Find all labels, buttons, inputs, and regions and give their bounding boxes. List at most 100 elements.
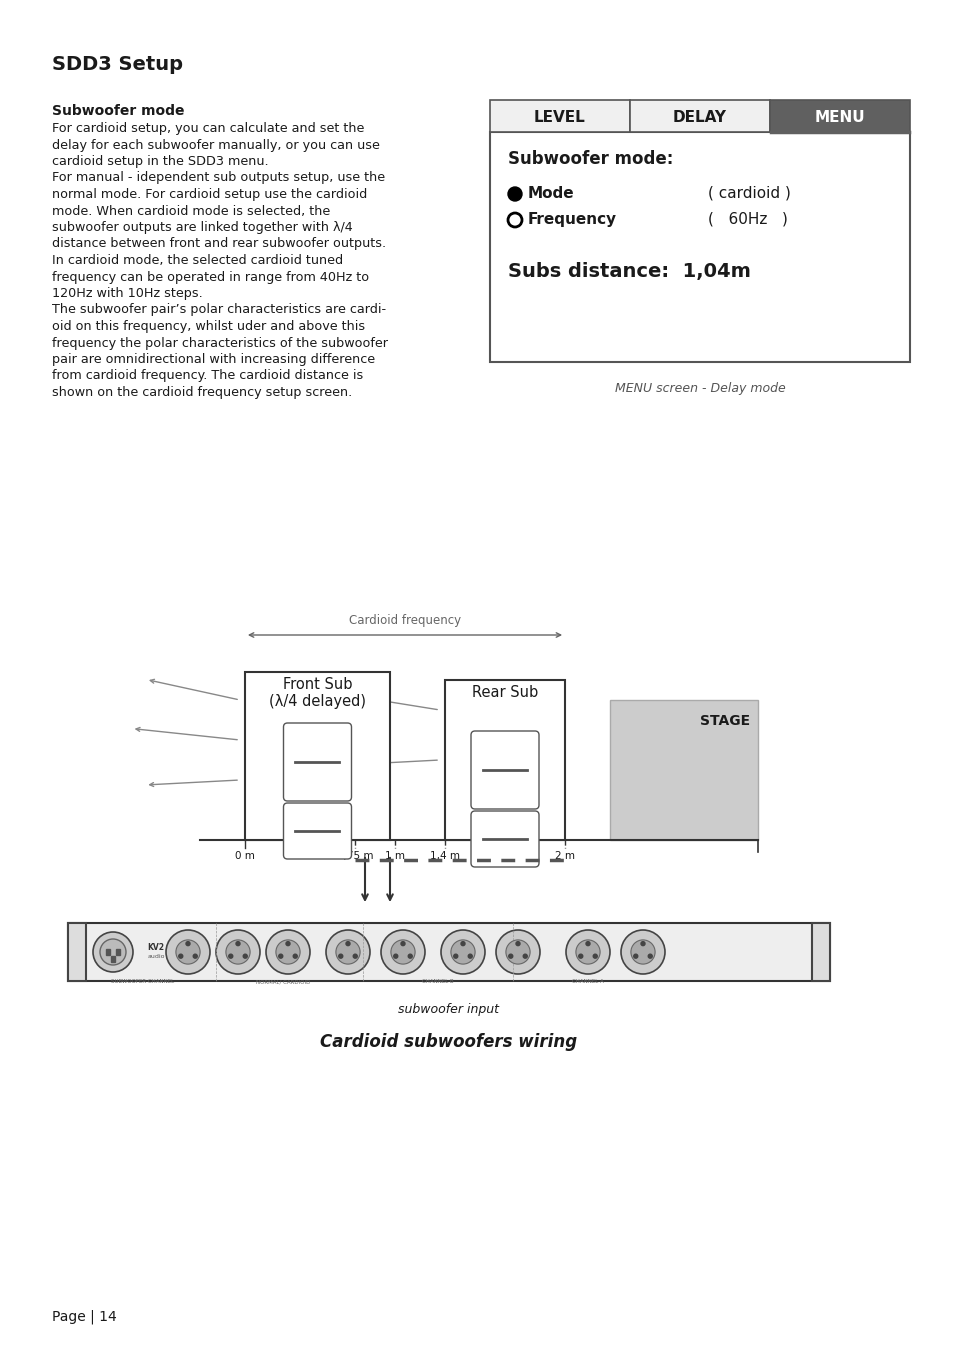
Text: ( cardioid ): ( cardioid ) bbox=[707, 186, 790, 201]
Circle shape bbox=[226, 940, 250, 964]
Text: pair are omnidirectional with increasing difference: pair are omnidirectional with increasing… bbox=[52, 352, 375, 366]
Text: mode. When cardioid mode is selected, the: mode. When cardioid mode is selected, th… bbox=[52, 204, 330, 217]
Text: NORMAL/ CARDIOID: NORMAL/ CARDIOID bbox=[255, 979, 310, 984]
Circle shape bbox=[275, 940, 300, 964]
Text: LEVEL: LEVEL bbox=[534, 109, 585, 124]
Circle shape bbox=[380, 930, 424, 973]
Circle shape bbox=[215, 930, 260, 973]
Bar bbox=[490, 100, 629, 132]
Bar bbox=[68, 923, 86, 981]
Circle shape bbox=[353, 954, 356, 958]
Text: Subs distance:  1,04m: Subs distance: 1,04m bbox=[507, 262, 750, 281]
Text: Front Sub
(λ/4 delayed): Front Sub (λ/4 delayed) bbox=[269, 676, 366, 709]
Text: STAGE: STAGE bbox=[700, 714, 749, 728]
Circle shape bbox=[408, 954, 412, 958]
Circle shape bbox=[100, 940, 126, 965]
Bar bbox=[106, 949, 110, 954]
Circle shape bbox=[565, 930, 609, 973]
FancyBboxPatch shape bbox=[283, 724, 351, 801]
Circle shape bbox=[578, 954, 582, 958]
Text: The subwoofer pair’s polar characteristics are cardi-: The subwoofer pair’s polar characteristi… bbox=[52, 304, 386, 316]
Circle shape bbox=[186, 942, 190, 945]
Circle shape bbox=[394, 954, 397, 958]
Text: DELAY: DELAY bbox=[672, 109, 726, 124]
Text: KV2: KV2 bbox=[148, 942, 164, 952]
Circle shape bbox=[326, 930, 370, 973]
FancyBboxPatch shape bbox=[471, 811, 538, 867]
Text: distance between front and rear subwoofer outputs.: distance between front and rear subwoofe… bbox=[52, 238, 386, 251]
Circle shape bbox=[522, 954, 527, 958]
Text: MENU: MENU bbox=[814, 109, 864, 124]
Bar bbox=[116, 949, 120, 954]
Circle shape bbox=[266, 930, 310, 973]
Circle shape bbox=[346, 942, 350, 945]
Bar bbox=[111, 956, 115, 963]
Text: For manual - idependent sub outputs setup, use the: For manual - idependent sub outputs setu… bbox=[52, 171, 385, 185]
Circle shape bbox=[620, 930, 664, 973]
Text: normal mode. For cardioid setup use the cardioid: normal mode. For cardioid setup use the … bbox=[52, 188, 367, 201]
Text: Frequency: Frequency bbox=[527, 212, 617, 227]
Circle shape bbox=[286, 942, 290, 945]
Circle shape bbox=[576, 940, 599, 964]
Text: Cardioid frequency: Cardioid frequency bbox=[349, 614, 460, 626]
Text: SUBWOOFER CHANNEL: SUBWOOFER CHANNEL bbox=[112, 979, 174, 984]
Text: CHANNEL A: CHANNEL A bbox=[572, 979, 603, 984]
Circle shape bbox=[454, 954, 457, 958]
Circle shape bbox=[166, 930, 210, 973]
Circle shape bbox=[335, 940, 359, 964]
Text: 0 m: 0 m bbox=[234, 850, 254, 861]
Bar bbox=[68, 923, 829, 981]
Text: Page | 14: Page | 14 bbox=[52, 1310, 116, 1324]
Bar bbox=[769, 100, 909, 132]
Text: Cardioid subwoofers wiring: Cardioid subwoofers wiring bbox=[320, 1033, 577, 1052]
Text: MENU screen - Delay mode: MENU screen - Delay mode bbox=[614, 382, 784, 396]
Circle shape bbox=[633, 954, 638, 958]
Bar bbox=[629, 100, 769, 132]
Text: 1,4 m: 1,4 m bbox=[430, 850, 459, 861]
Circle shape bbox=[516, 942, 519, 945]
Bar bbox=[245, 672, 390, 840]
Circle shape bbox=[235, 942, 240, 945]
Text: shown on the cardioid frequency setup screen.: shown on the cardioid frequency setup sc… bbox=[52, 386, 352, 400]
Bar bbox=[609, 701, 758, 840]
Circle shape bbox=[508, 954, 512, 958]
Text: frequency the polar characteristics of the subwoofer: frequency the polar characteristics of t… bbox=[52, 336, 388, 350]
Text: subwoofer outputs are linked together with λ/4: subwoofer outputs are linked together wi… bbox=[52, 221, 353, 234]
Circle shape bbox=[507, 188, 521, 201]
Text: from cardioid frequency. The cardioid distance is: from cardioid frequency. The cardioid di… bbox=[52, 370, 363, 382]
Text: frequency can be operated in range from 40Hz to: frequency can be operated in range from … bbox=[52, 270, 369, 284]
Circle shape bbox=[175, 940, 200, 964]
Circle shape bbox=[460, 942, 464, 945]
Circle shape bbox=[593, 954, 597, 958]
Circle shape bbox=[585, 942, 589, 945]
Circle shape bbox=[278, 954, 282, 958]
Circle shape bbox=[505, 940, 530, 964]
Bar bbox=[811, 923, 829, 981]
Text: 120Hz with 10Hz steps.: 120Hz with 10Hz steps. bbox=[52, 288, 203, 300]
Text: Rear Sub: Rear Sub bbox=[472, 684, 537, 701]
Text: (   60Hz   ): ( 60Hz ) bbox=[707, 212, 787, 227]
Text: audio: audio bbox=[147, 954, 165, 960]
Text: Mode: Mode bbox=[527, 186, 574, 201]
Circle shape bbox=[468, 954, 472, 958]
Circle shape bbox=[193, 954, 197, 958]
Text: For cardioid setup, you can calculate and set the: For cardioid setup, you can calculate an… bbox=[52, 122, 364, 135]
FancyBboxPatch shape bbox=[471, 730, 538, 809]
Text: In cardioid mode, the selected cardioid tuned: In cardioid mode, the selected cardioid … bbox=[52, 254, 343, 267]
Text: SDD3 Setup: SDD3 Setup bbox=[52, 55, 183, 74]
Circle shape bbox=[400, 942, 405, 945]
Circle shape bbox=[92, 931, 132, 972]
Text: cardioid setup in the SDD3 menu.: cardioid setup in the SDD3 menu. bbox=[52, 155, 269, 167]
Circle shape bbox=[640, 942, 644, 945]
Text: oid on this frequency, whilst uder and above this: oid on this frequency, whilst uder and a… bbox=[52, 320, 365, 333]
Text: subwoofer input: subwoofer input bbox=[398, 1003, 499, 1017]
Text: delay for each subwoofer manually, or you can use: delay for each subwoofer manually, or yo… bbox=[52, 139, 379, 151]
Circle shape bbox=[391, 940, 415, 964]
Bar bbox=[490, 132, 909, 362]
Text: 1 m: 1 m bbox=[385, 850, 405, 861]
Circle shape bbox=[178, 954, 183, 958]
Text: 0,75 m: 0,75 m bbox=[336, 850, 373, 861]
Text: Subwoofer mode:: Subwoofer mode: bbox=[507, 150, 673, 167]
Circle shape bbox=[229, 954, 233, 958]
Text: Subwoofer mode: Subwoofer mode bbox=[52, 104, 184, 117]
